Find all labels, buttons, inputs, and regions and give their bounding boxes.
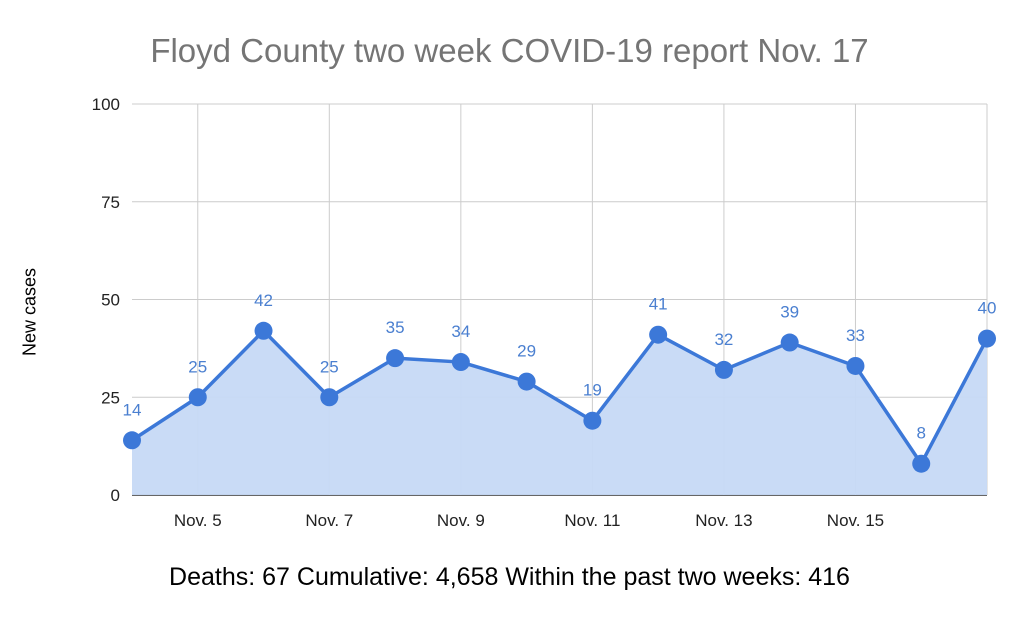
series-area bbox=[132, 330, 987, 495]
data-point bbox=[649, 325, 668, 344]
data-label: 25 bbox=[320, 357, 339, 376]
data-point bbox=[780, 333, 799, 352]
y-tick-label: 0 bbox=[111, 486, 120, 505]
x-tick-label: Nov. 9 bbox=[437, 511, 485, 530]
x-tick-label: Nov. 7 bbox=[305, 511, 353, 530]
x-tick-label: Nov. 13 bbox=[695, 511, 752, 530]
data-point bbox=[583, 411, 602, 430]
data-point bbox=[846, 356, 865, 375]
data-point bbox=[714, 360, 733, 379]
data-label: 19 bbox=[583, 381, 602, 400]
data-point bbox=[188, 388, 207, 407]
y-tick-label: 75 bbox=[101, 193, 120, 212]
data-label: 25 bbox=[188, 357, 207, 376]
data-point bbox=[123, 431, 141, 450]
data-label: 34 bbox=[451, 322, 470, 341]
data-point bbox=[517, 372, 536, 391]
data-label: 8 bbox=[916, 424, 925, 443]
summary-footer: Deaths: 67 Cumulative: 4,658 Within the … bbox=[169, 563, 850, 591]
y-tick-label: 25 bbox=[101, 388, 120, 407]
data-label: 42 bbox=[254, 291, 273, 310]
data-label: 14 bbox=[123, 400, 142, 419]
data-point bbox=[451, 353, 470, 372]
series-line bbox=[131, 329, 989, 466]
y-axis-label: New cases bbox=[19, 267, 40, 357]
data-label: 33 bbox=[846, 326, 865, 345]
data-point bbox=[254, 321, 273, 340]
x-tick-label: Nov. 15 bbox=[827, 511, 884, 530]
data-label: 39 bbox=[780, 303, 799, 322]
x-tick-label: Nov. 11 bbox=[564, 511, 620, 530]
data-label: 40 bbox=[978, 299, 997, 318]
data-point bbox=[320, 388, 339, 407]
data-label: 32 bbox=[714, 330, 733, 349]
y-tick-label: 100 bbox=[92, 95, 120, 114]
y-tick-label: 50 bbox=[101, 291, 120, 310]
data-point bbox=[386, 349, 405, 368]
data-point bbox=[978, 329, 996, 348]
data-label: 29 bbox=[517, 342, 536, 361]
data-point bbox=[912, 454, 931, 473]
x-tick-label: Nov. 5 bbox=[174, 511, 222, 530]
data-label: 35 bbox=[386, 318, 405, 337]
data-label: 41 bbox=[649, 295, 668, 314]
chart-title: Floyd County two week COVID-19 report No… bbox=[150, 32, 869, 69]
